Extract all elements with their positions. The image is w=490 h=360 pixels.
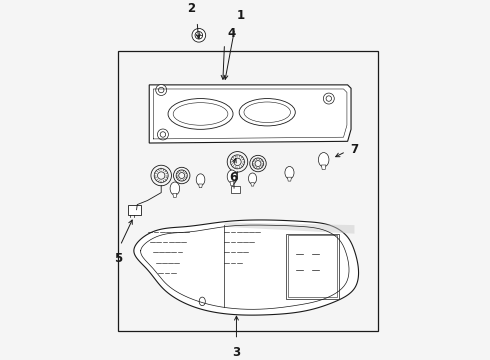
Ellipse shape — [244, 102, 291, 122]
Bar — [119, 51, 378, 331]
Text: 2: 2 — [187, 3, 196, 15]
Circle shape — [160, 132, 166, 137]
Ellipse shape — [170, 182, 180, 195]
Polygon shape — [224, 222, 354, 234]
Text: 5: 5 — [114, 252, 122, 265]
Ellipse shape — [318, 153, 329, 167]
Bar — [286, 234, 339, 299]
Polygon shape — [198, 184, 202, 188]
Polygon shape — [149, 85, 351, 143]
Polygon shape — [288, 177, 292, 181]
Bar — [128, 205, 141, 215]
Polygon shape — [251, 183, 254, 186]
Polygon shape — [230, 181, 234, 185]
Ellipse shape — [227, 170, 237, 183]
Bar — [288, 235, 337, 297]
Circle shape — [158, 87, 164, 93]
Circle shape — [326, 96, 332, 101]
Ellipse shape — [248, 173, 257, 184]
Ellipse shape — [199, 297, 205, 306]
Ellipse shape — [173, 103, 228, 125]
Ellipse shape — [196, 174, 205, 185]
Bar — [231, 186, 240, 193]
Circle shape — [192, 28, 206, 42]
Circle shape — [195, 32, 202, 39]
Polygon shape — [134, 220, 359, 315]
Ellipse shape — [168, 99, 233, 129]
Circle shape — [157, 129, 169, 140]
Text: 4: 4 — [228, 27, 236, 40]
Text: 7: 7 — [350, 143, 358, 156]
Text: 3: 3 — [232, 346, 241, 359]
Polygon shape — [321, 165, 326, 170]
Polygon shape — [173, 193, 177, 197]
Text: 6: 6 — [229, 171, 237, 184]
Ellipse shape — [239, 99, 295, 126]
Circle shape — [323, 93, 334, 104]
Ellipse shape — [285, 166, 294, 179]
Text: 1: 1 — [237, 9, 245, 22]
Circle shape — [156, 85, 167, 95]
